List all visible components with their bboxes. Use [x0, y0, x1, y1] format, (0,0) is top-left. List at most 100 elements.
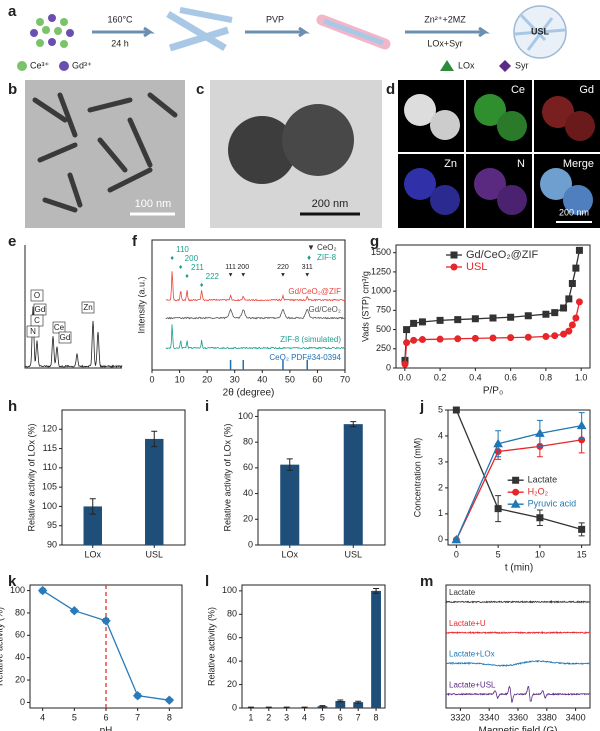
- peak-label: Gd: [35, 305, 46, 314]
- peak-label: 200: [237, 264, 249, 271]
- epr-trace: [445, 600, 591, 604]
- y-tick-label: 3: [438, 456, 443, 466]
- data-point: [560, 330, 568, 338]
- data-point: [471, 315, 479, 323]
- data-point: [507, 313, 515, 321]
- step-label: 24 h: [111, 38, 129, 48]
- rod-core: [323, 18, 384, 46]
- panel-letter: a: [8, 3, 17, 20]
- arrow: [92, 26, 155, 38]
- peak-symbol: ▼: [304, 273, 310, 279]
- y-tick-label: 115: [43, 443, 57, 453]
- epr-trace: [445, 659, 591, 667]
- peak-label: 200: [185, 254, 199, 263]
- peak-label: 222: [206, 272, 220, 281]
- y-tick-label: 500: [376, 324, 391, 334]
- tile-label: Merge: [563, 158, 594, 170]
- x-tick-label: 70: [340, 374, 350, 384]
- error-bar: [283, 706, 290, 709]
- step-label: PVP: [266, 14, 284, 24]
- epr-trace: [445, 630, 591, 635]
- xrd-trace: [165, 271, 346, 302]
- bar: [353, 702, 364, 708]
- data-point: [542, 310, 550, 318]
- y-tick-label: 40: [15, 652, 25, 662]
- x-tick-label: 0.4: [469, 372, 482, 382]
- panel-letter: h: [8, 398, 17, 415]
- x-tick-label: 4: [302, 712, 307, 722]
- legend-icon: [17, 61, 27, 71]
- bar: [280, 464, 300, 545]
- data-point: [37, 585, 48, 596]
- peak-symbol: ▼: [280, 273, 286, 279]
- x-axis-label: Magnetic field (G): [479, 726, 558, 731]
- y-tick-label: 60: [15, 630, 25, 640]
- legend-marker: [512, 488, 520, 496]
- peak-label-box: [58, 331, 72, 344]
- x-tick-label: 30: [230, 374, 240, 384]
- data-point: [568, 279, 576, 287]
- y-axis-label: Relative activity of LOx (%): [222, 423, 232, 531]
- x-tick-label: 3400: [566, 712, 586, 722]
- peak-symbol: ♦: [179, 264, 183, 271]
- step-label: 160°C: [107, 14, 133, 24]
- y-tick-label: 40: [243, 488, 253, 498]
- x-tick-label: 6: [338, 712, 343, 722]
- bar: [335, 700, 346, 708]
- x-tick-label: 3380: [537, 712, 557, 722]
- panel-letter: d: [386, 81, 395, 98]
- data-point: [578, 525, 586, 533]
- data-point: [401, 360, 409, 368]
- peak-label: Gd: [60, 333, 71, 342]
- data-point: [568, 321, 576, 329]
- x-tick-label: 5: [320, 712, 325, 722]
- x-tick-label: 8: [167, 712, 172, 722]
- data-point: [565, 327, 573, 335]
- x-axis-label: pH: [100, 726, 113, 731]
- y-tick-label: 1250: [371, 266, 391, 276]
- y-tick-label: 0: [386, 362, 391, 372]
- legend-symbol: ▼: [307, 243, 315, 252]
- y-tick-label: 20: [15, 674, 25, 684]
- panel-letter: e: [8, 233, 16, 250]
- plot-frame: [447, 409, 591, 546]
- y-axis-label: Intensity (a.u.): [136, 276, 146, 333]
- y-tick-label: 80: [15, 607, 25, 617]
- data-point: [69, 606, 80, 616]
- data-point: [451, 534, 462, 544]
- y-tick-label: 100: [42, 501, 57, 511]
- peak-symbol: ♦: [170, 255, 174, 262]
- peak-label-box: [30, 289, 44, 302]
- tile-label: Zn: [444, 158, 457, 170]
- eds-spectrum: [24, 306, 123, 369]
- data-point: [565, 295, 573, 303]
- legend-label: Syr: [515, 60, 529, 70]
- legend-icon: [59, 61, 69, 71]
- trace-label: Gd/CeO₂: [309, 305, 341, 314]
- legend-label: Ce³⁺: [30, 60, 50, 70]
- tem-image: 100 nm: [25, 80, 185, 228]
- plot-frame: [445, 584, 591, 709]
- data-point: [542, 333, 550, 340]
- legend-icon: [440, 60, 454, 71]
- peak-label: N: [30, 327, 36, 336]
- legend-marker: [450, 251, 458, 259]
- panel-letter: j: [419, 398, 424, 415]
- trace-label: Lactate+USL: [449, 680, 496, 689]
- epr-trace: [445, 685, 591, 704]
- peak-label: 311: [302, 264, 313, 271]
- trace-label: ZIF-8 (simulated): [280, 335, 341, 344]
- scale-bar-label: 200 nm: [559, 207, 589, 217]
- y-tick-label: 0: [232, 702, 237, 712]
- data-point: [403, 339, 411, 347]
- y-axis-label: Vads (STP) cm³/g: [360, 271, 370, 342]
- error-bar: [373, 588, 380, 594]
- y-axis-label: Relative activity (%): [0, 607, 4, 686]
- error-bar: [286, 458, 293, 471]
- trace-label: CeO₂ PDF#34-0394: [269, 353, 341, 362]
- panel-letter: l: [205, 573, 209, 590]
- peak-label: 111: [225, 264, 236, 271]
- legend-label: USL: [466, 261, 487, 273]
- data-point: [575, 246, 583, 254]
